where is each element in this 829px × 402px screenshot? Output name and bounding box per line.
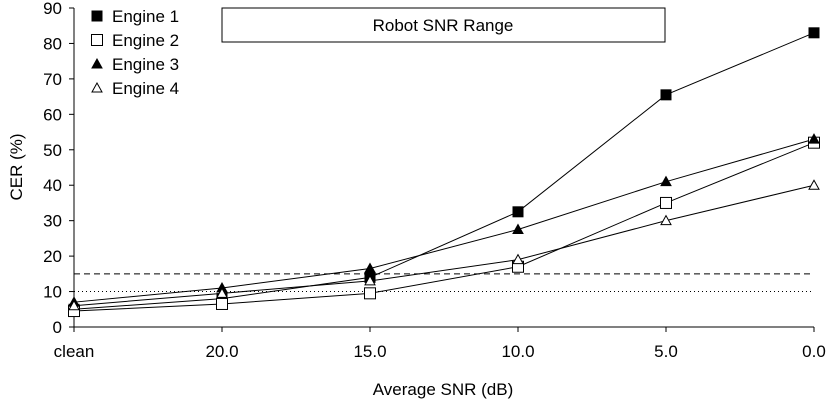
y-tick-label: 10	[43, 283, 62, 302]
y-tick-label: 70	[43, 70, 62, 89]
engine-2-line	[73, 142, 815, 312]
axes: 0 10 20 30 40 50 60 70 80 90 clean 20.0 15.0 10.0 5.0 0…	[43, 0, 826, 361]
engine-4-legend-label: Engine 4	[112, 79, 179, 98]
y-tick-label: 20	[43, 247, 62, 266]
annotation-label: Robot SNR Range	[373, 16, 514, 35]
engine-4-point	[808, 179, 820, 190]
y-tick-label: 60	[43, 105, 62, 124]
x-axis-title: Average SNR (dB)	[373, 380, 513, 399]
engine-4-point	[68, 299, 80, 311]
x-tick-label: 20.0	[205, 342, 238, 361]
legend: Engine 1 Engine 2 Engine 3 Engine 4	[91, 7, 179, 98]
annotation-box	[221, 7, 666, 43]
engine-3-legend-marker	[91, 57, 103, 69]
y-tick-label: 90	[43, 0, 62, 18]
engine-4-point	[216, 287, 228, 298]
engine-1-point	[660, 89, 672, 101]
series-lines	[73, 32, 815, 312]
engine-3-line	[73, 138, 815, 303]
y-axis-title: CER (%)	[7, 133, 26, 200]
engine-1-point	[512, 206, 524, 218]
engine-1-legend-marker	[91, 10, 103, 22]
engine-4-point	[512, 253, 524, 265]
y-tick-label: 80	[43, 34, 62, 53]
engine-3-point	[364, 262, 376, 274]
series-markers	[68, 27, 820, 318]
engine-1-point	[808, 27, 820, 39]
engine-2-legend-marker	[91, 34, 103, 46]
engine-1-line	[73, 32, 815, 310]
engine-3-point	[512, 223, 524, 235]
engine-2-point	[364, 287, 376, 300]
x-tick-label: 0.0	[802, 342, 826, 361]
engine-4-legend-marker	[91, 81, 103, 93]
engine-3-legend-label: Engine 3	[112, 55, 179, 74]
y-tick-label: 40	[43, 176, 62, 195]
y-tick-label: 0	[53, 318, 62, 337]
engine-3-point	[808, 133, 820, 144]
engine-1-legend-label: Engine 1	[112, 7, 179, 26]
engine-4-line	[73, 184, 815, 307]
engine-4-point	[660, 214, 672, 226]
x-tick-label: 10.0	[501, 342, 534, 361]
engine-2-legend-label: Engine 2	[112, 31, 179, 50]
engine-3-point	[660, 175, 672, 187]
engine-4-point	[364, 274, 376, 286]
engine-2-point	[660, 196, 672, 209]
robot-snr-range-box: Robot SNR Range	[221, 7, 666, 43]
y-tick-label: 30	[43, 212, 62, 231]
reference-lines	[74, 273, 814, 293]
y-tick-label: 50	[43, 141, 62, 160]
x-tick-label: 5.0	[654, 342, 678, 361]
x-tick-label: 15.0	[353, 342, 386, 361]
x-tick-label: clean	[54, 342, 95, 361]
engine-2-point	[216, 297, 228, 310]
